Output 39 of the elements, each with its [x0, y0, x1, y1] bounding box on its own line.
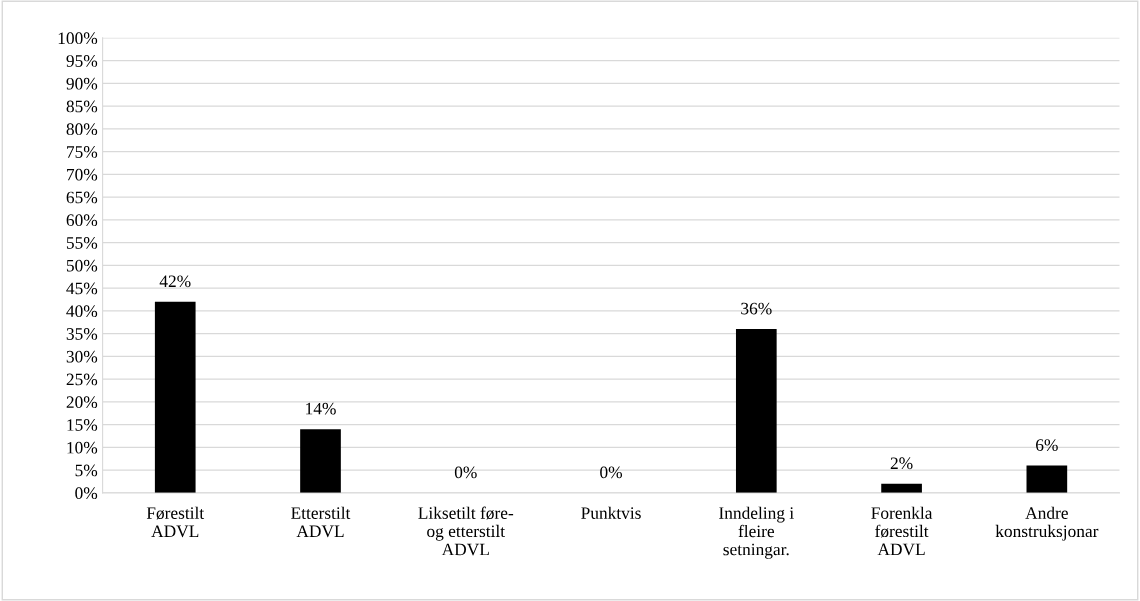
y-tick-label: 75% — [67, 146, 98, 158]
x-tick-label: Punktvis — [581, 506, 641, 519]
data-label: 42% — [159, 275, 191, 288]
y-tick-label: 100% — [58, 32, 98, 45]
y-tick-label: 95% — [66, 55, 98, 67]
x-tick-label: Forenkla førestilt ADVL — [871, 506, 933, 556]
x-tick-label: Etterstilt ADVL — [291, 506, 351, 538]
y-tick-label: 15% — [67, 419, 98, 431]
y-tick-label: 65% — [66, 191, 98, 204]
bar — [735, 329, 777, 493]
y-tick-label: 10% — [67, 441, 98, 454]
y-tick-label: 70% — [67, 168, 98, 181]
data-label: 0% — [454, 466, 477, 479]
y-tick-label: 60% — [66, 214, 98, 227]
y-tick-label: 35% — [66, 328, 98, 340]
data-label: 0% — [600, 466, 623, 479]
y-tick-label: 55% — [66, 237, 98, 249]
y-tick-label: 5% — [75, 464, 98, 477]
bar — [1026, 465, 1068, 493]
x-tick-label: Inndeling i fleire setningar. — [719, 506, 794, 559]
y-tick-label: 50% — [66, 259, 98, 272]
bar — [300, 429, 341, 493]
data-label: 36% — [741, 302, 772, 315]
x-tick-label: Andre konstruksjonar — [995, 506, 1099, 541]
bar — [154, 301, 196, 493]
y-tick-label: 30% — [66, 350, 98, 363]
y-tick-label: 40% — [66, 305, 98, 318]
y-tick-label: 90% — [66, 77, 98, 90]
y-tick-label: 0% — [75, 487, 98, 500]
data-label: 2% — [890, 457, 913, 470]
y-tick-label: 85% — [66, 100, 98, 113]
x-tick-label: Liksetilt føre- og etterstilt ADVL — [418, 506, 514, 556]
data-label: 14% — [306, 402, 336, 415]
y-tick-label: 25% — [66, 373, 98, 386]
y-tick-label: 20% — [66, 396, 98, 409]
x-tick-label: Førestilt ADVL — [146, 506, 205, 538]
data-label: 6% — [1036, 439, 1058, 451]
y-tick-label: 80% — [66, 123, 98, 136]
y-tick-label: 45% — [66, 282, 98, 295]
